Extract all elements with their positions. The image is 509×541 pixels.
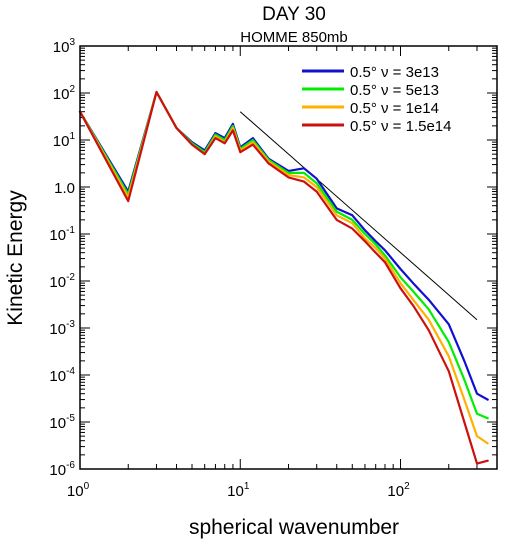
legend-label: 0.5° ν = 3e13 <box>350 64 439 81</box>
plot-frame <box>79 45 498 470</box>
x-tick-label: 101 <box>227 481 250 500</box>
legend-label: 0.5° ν = 1e14 <box>350 100 439 117</box>
series-line <box>78 90 489 401</box>
legend-label: 0.5° ν = 5e13 <box>350 82 439 99</box>
y-tick-label: 102 <box>53 84 76 103</box>
reference-slope-line <box>239 111 478 321</box>
x-tick-label: 100 <box>67 481 90 500</box>
chart-title: DAY 30 <box>262 4 326 25</box>
series-line <box>78 90 489 420</box>
y-axis-label: Kinetic Energy <box>4 190 27 326</box>
chart-subtitle: HOMME 850mb <box>240 29 348 46</box>
y-tick-label: 10-1 <box>49 225 75 244</box>
y-tick-label: 10-4 <box>49 366 75 385</box>
y-tick-label: 10-2 <box>49 272 75 291</box>
series-line <box>78 90 489 465</box>
y-tick-label: 10-5 <box>49 413 75 432</box>
y-tick-label: 1.0 <box>54 180 75 197</box>
y-tick-label: 103 <box>53 37 76 56</box>
legend-label: 0.5° ν = 1.5e14 <box>350 118 452 135</box>
y-tick-label: 10-6 <box>49 460 75 479</box>
y-tick-label: 10-3 <box>49 319 75 338</box>
x-axis-label: spherical wavenumber <box>189 516 399 539</box>
x-tick-label: 102 <box>387 481 410 500</box>
plot-area: 100 101 102 10-6 10-5 10-4 10-3 10-2 10-1 1.0 101 1… <box>49 37 498 500</box>
y-tick-label: 101 <box>53 131 76 150</box>
